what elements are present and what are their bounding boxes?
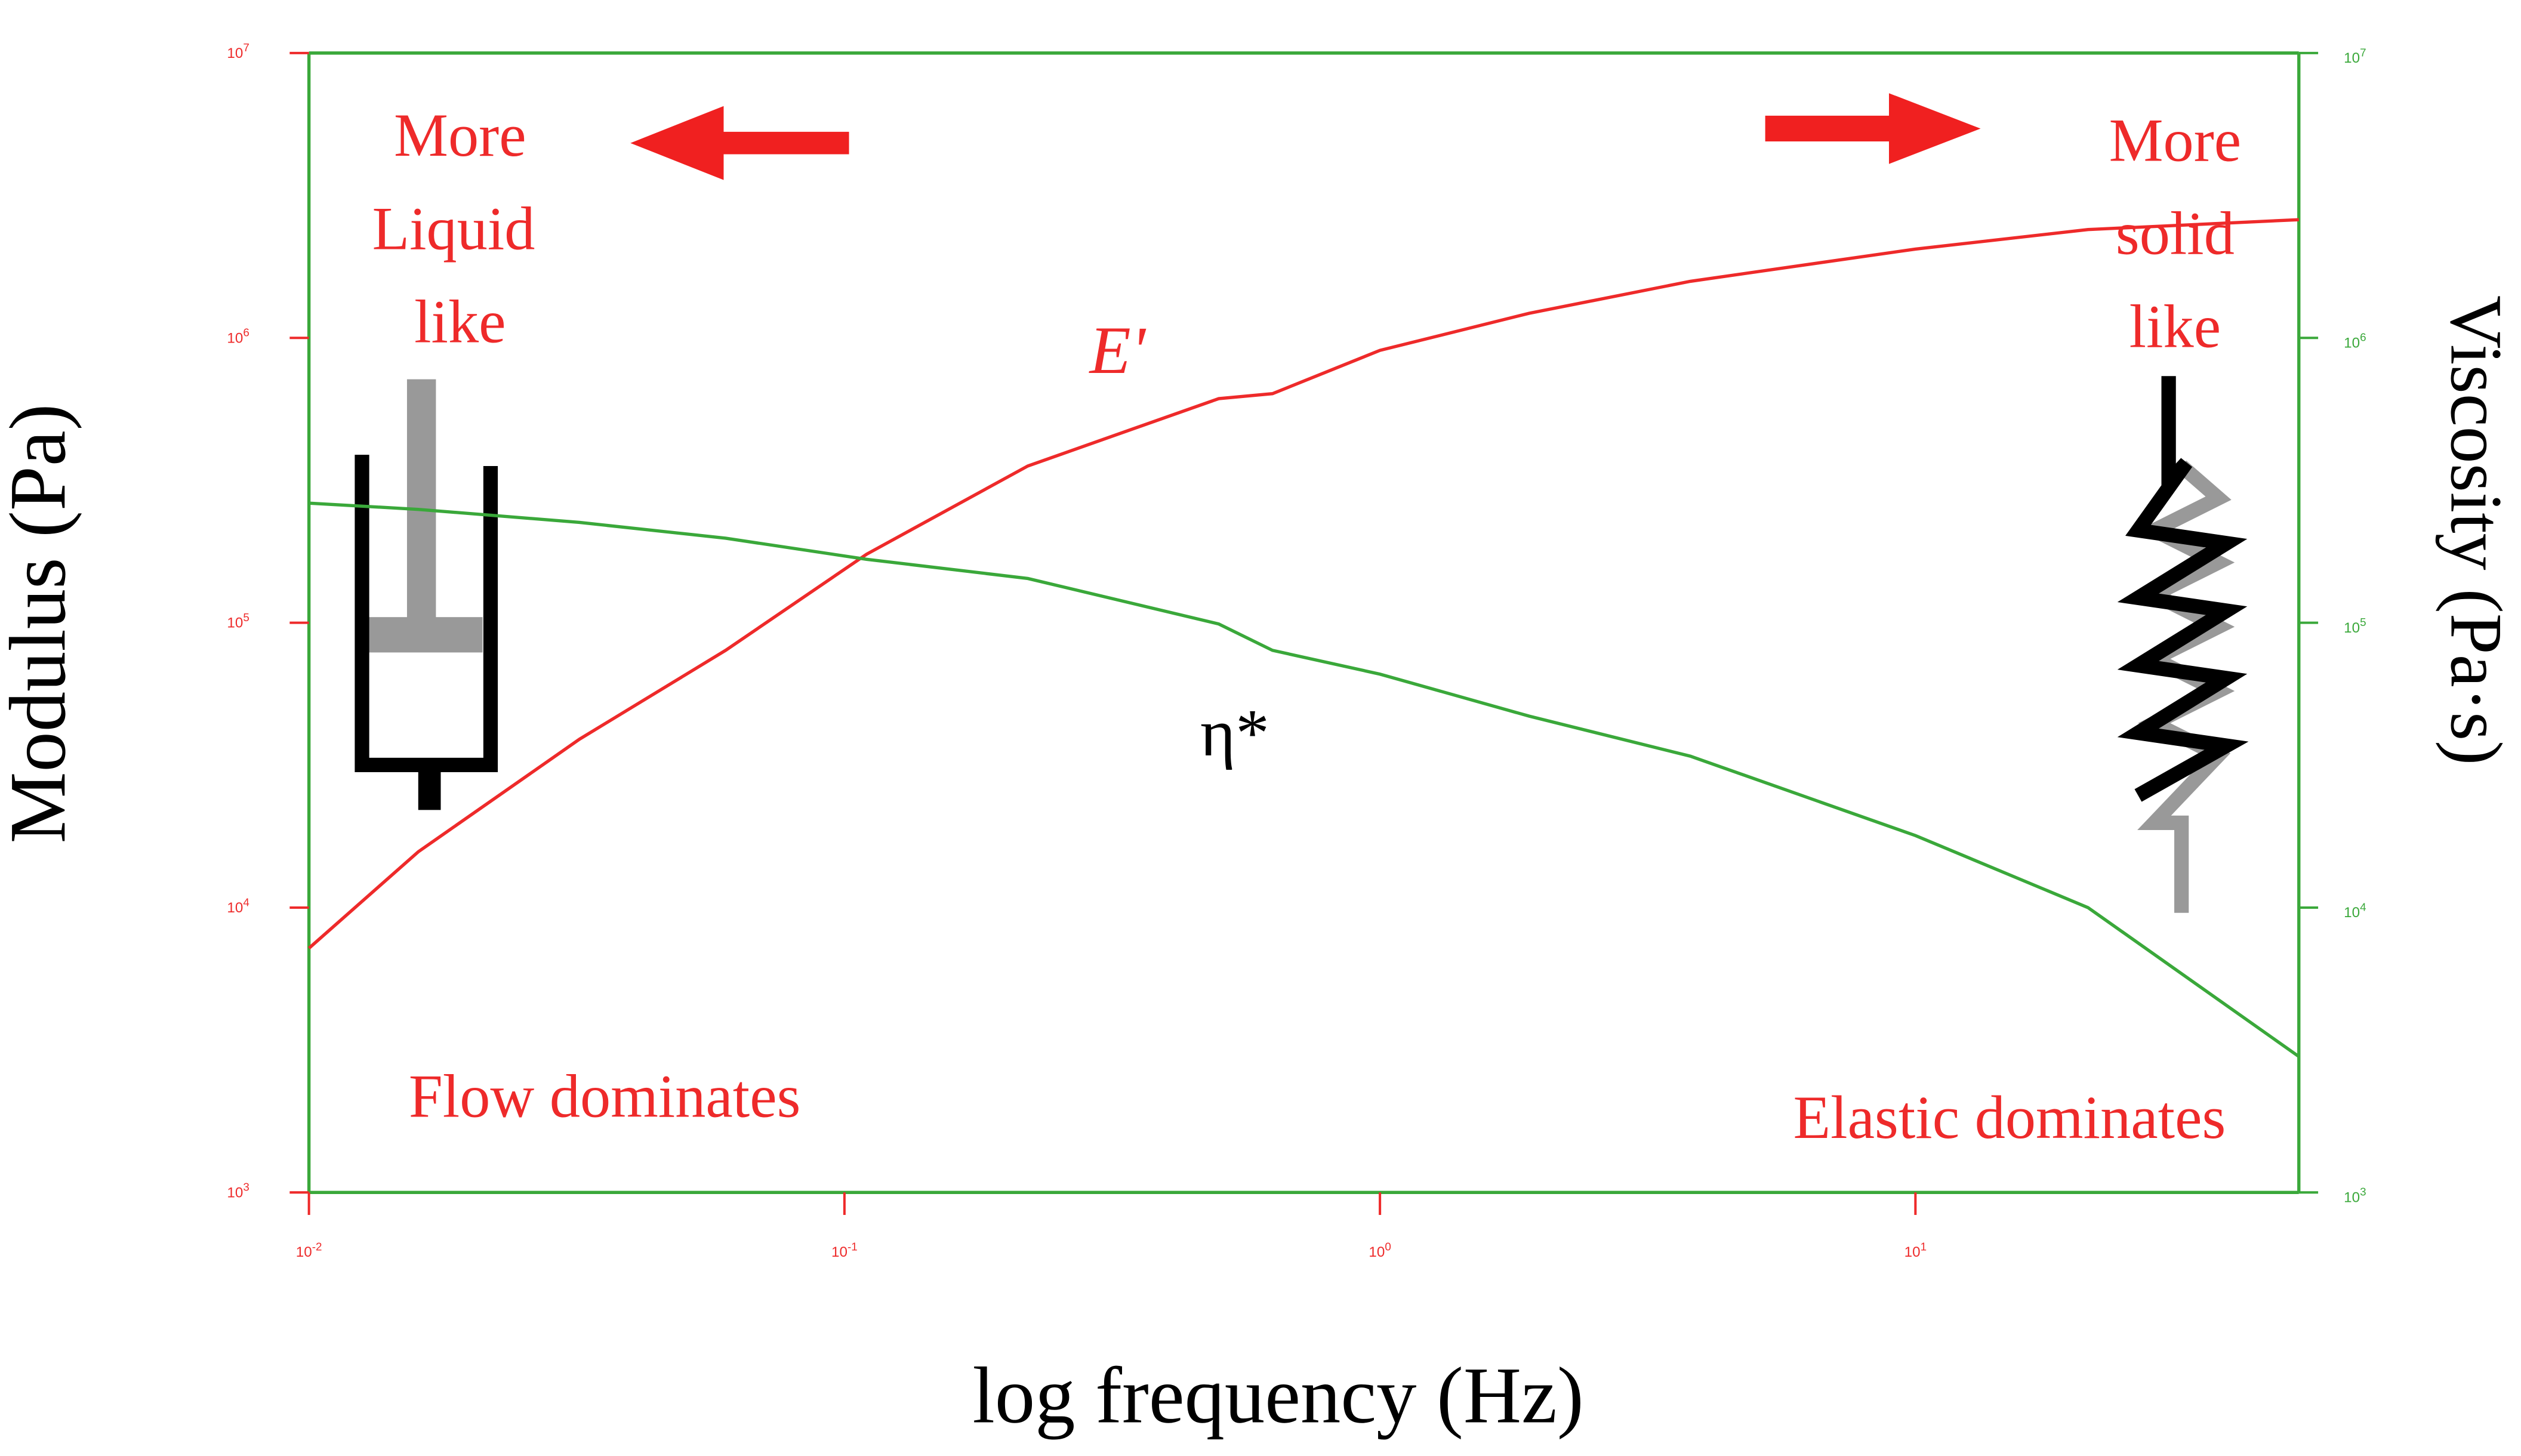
annotation: Liquid (372, 195, 535, 263)
annotation: like (2129, 294, 2221, 361)
y2-axis-title: Viscosity (Pa·s) (2436, 295, 2517, 765)
tick-exponent: 1 (1921, 1240, 1927, 1253)
y2-tick-label: 103 (2344, 1186, 2366, 1206)
tick-exponent: 5 (243, 611, 249, 624)
tick-base: 10 (227, 45, 243, 61)
tick-base: 10 (1369, 1244, 1385, 1260)
tick-base: 10 (227, 615, 243, 631)
y-tick-label: 104 (227, 896, 249, 916)
y-tick-label: 103 (227, 1181, 249, 1201)
series-label: E' (1089, 313, 1147, 388)
tick-exponent: 7 (2360, 46, 2366, 58)
series-label: η* (1200, 696, 1269, 770)
tick-base: 10 (1904, 1244, 1921, 1260)
spring-icon (2117, 376, 2249, 913)
tick-base: 10 (227, 900, 243, 916)
x-tick-label: 10-2 (296, 1240, 322, 1260)
left-arrow (630, 106, 849, 180)
tick-exponent: 4 (2360, 900, 2366, 913)
y-tick-label: 106 (227, 326, 249, 347)
tick-base: 10 (2344, 905, 2360, 921)
dashpot-icon (355, 379, 498, 810)
tick-base: 10 (2344, 620, 2360, 636)
tick-exponent: 7 (243, 41, 249, 54)
y2-tick-label: 105 (2344, 616, 2366, 636)
x-tick-label: 10-1 (831, 1240, 858, 1260)
tick-exponent: -1 (847, 1240, 858, 1253)
x-tick-label: 101 (1904, 1240, 1927, 1260)
tick-exponent: 6 (2360, 331, 2366, 344)
y-axis-title: Modulus (Pa) (0, 404, 82, 844)
annotation: Elastic dominates (1793, 1084, 2226, 1152)
tick-base: 10 (2344, 1189, 2360, 1205)
tick-exponent: 5 (2360, 616, 2366, 628)
y2-tick-label: 107 (2344, 46, 2366, 66)
tick-exponent: 6 (243, 326, 249, 339)
tick-base: 10 (227, 1184, 243, 1201)
y-tick-label: 107 (227, 41, 249, 61)
tick-exponent: 4 (243, 896, 249, 908)
series-line (307, 218, 2299, 950)
x-tick-label: 100 (1369, 1240, 1391, 1260)
x-axis-title: log frequency (Hz) (972, 1351, 1583, 1440)
tick-base: 10 (2344, 335, 2360, 351)
y-tick-label: 105 (227, 611, 249, 631)
tick-exponent: -2 (312, 1240, 322, 1253)
tick-base: 10 (831, 1244, 847, 1260)
y2-tick-label: 106 (2344, 331, 2366, 351)
tick-exponent: 0 (1385, 1240, 1391, 1253)
right-arrow (1765, 93, 1981, 164)
tick-exponent: 3 (2360, 1186, 2366, 1198)
y2-tick-label: 104 (2344, 900, 2366, 921)
tick-base: 10 (227, 330, 243, 346)
tick-base: 10 (2344, 50, 2360, 66)
annotation: like (414, 289, 506, 356)
annotation: solid (2116, 200, 2235, 268)
tick-base: 10 (296, 1244, 312, 1260)
annotation: More (394, 102, 526, 169)
annotation: More (2109, 107, 2242, 174)
series-line (309, 501, 2300, 1058)
tick-exponent: 3 (243, 1181, 249, 1193)
annotation: Flow dominates (409, 1063, 801, 1131)
